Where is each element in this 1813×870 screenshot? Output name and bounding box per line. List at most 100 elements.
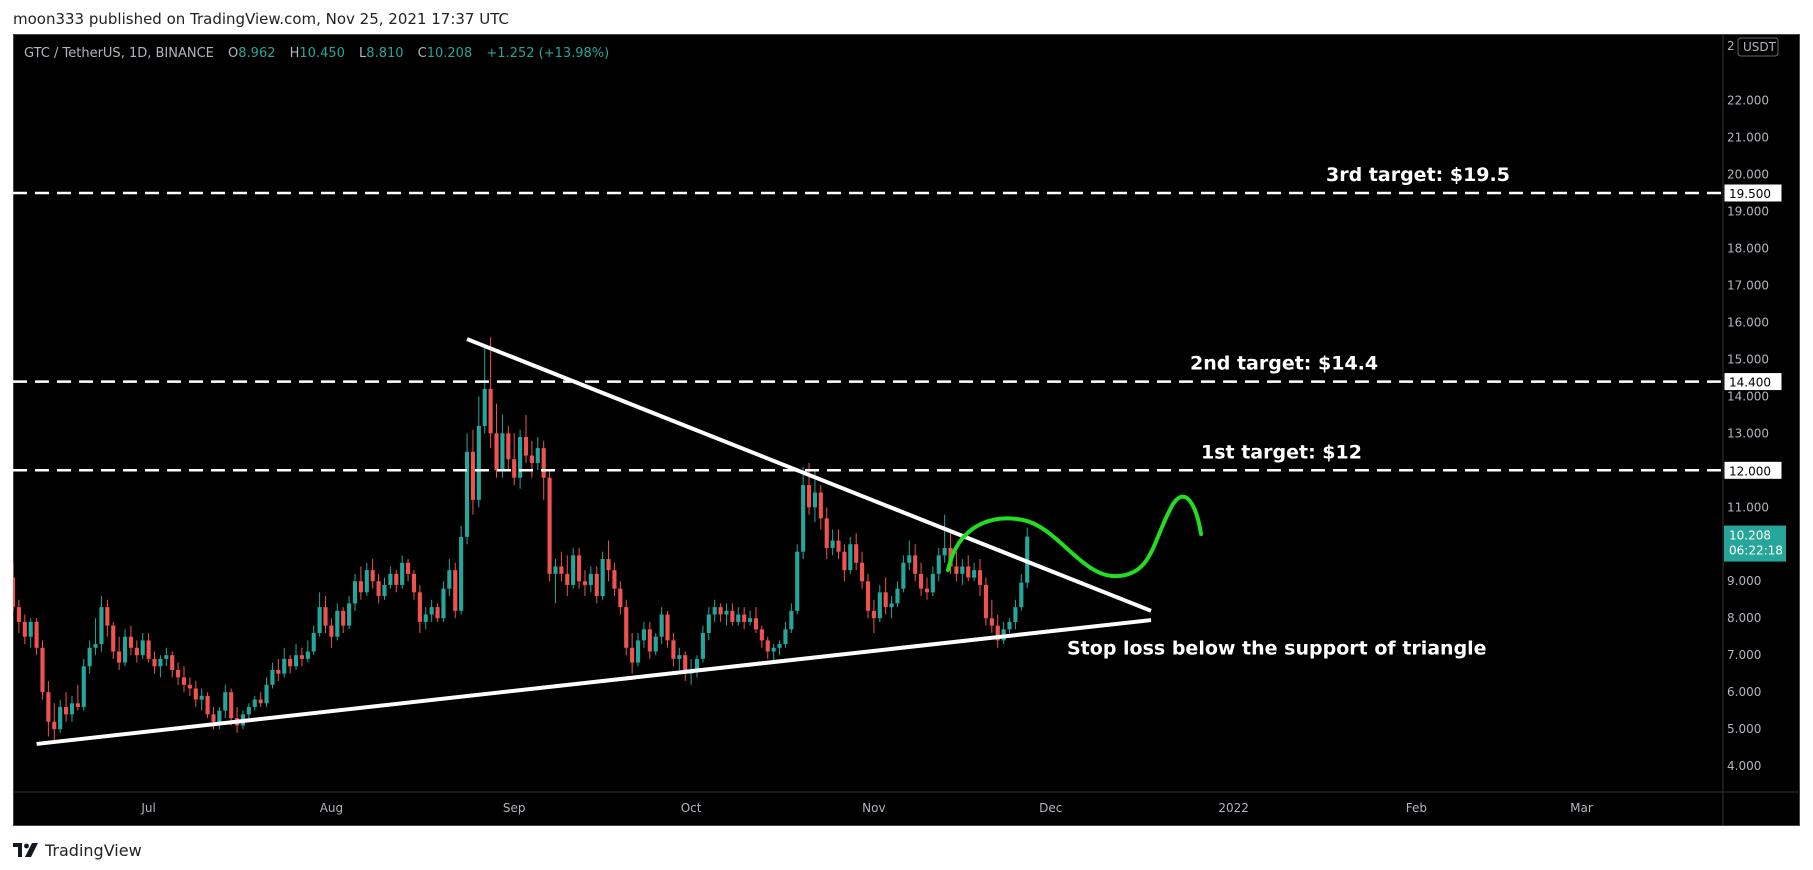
candle-body [170, 655, 175, 670]
price-chart[interactable]: 3rd target: $19.5 2nd target: $14.4 1st ta… [13, 34, 1800, 826]
candle-body [553, 566, 558, 574]
candle-body [40, 647, 45, 693]
candle-body [69, 703, 75, 715]
candle-body [52, 721, 57, 730]
candle-body [712, 607, 717, 615]
candle-body [942, 547, 947, 556]
candle-body [34, 621, 39, 648]
footer: TradingView [13, 838, 142, 862]
candle-body [860, 562, 865, 582]
candle-body [211, 714, 216, 722]
candle-body [394, 573, 399, 585]
current-price-badge [1724, 525, 1786, 562]
candle-body [913, 555, 918, 574]
price-tick-label: 8.000 [1727, 611, 1761, 625]
price-tick-label: 5.000 [1727, 722, 1761, 736]
candle-body [877, 592, 882, 619]
candle-body [146, 640, 151, 659]
time-tick-label: Aug [320, 801, 343, 815]
candle-body [577, 555, 582, 582]
candle-body [317, 607, 322, 634]
candle-body [382, 584, 387, 597]
candle-body [635, 640, 641, 663]
candle-body [28, 621, 33, 637]
price-tick-label: 18.000 [1727, 241, 1769, 255]
target-level-label: 1st target: $12 [1201, 441, 1362, 463]
candle-body [488, 388, 493, 434]
candle-body [140, 640, 145, 656]
candle-body [748, 618, 753, 622]
candle-body [812, 492, 817, 508]
tradingview-brand[interactable]: TradingView [45, 840, 142, 860]
time-tick-label: 2022 [1218, 801, 1249, 815]
candle-body [99, 607, 104, 645]
candle-body [818, 492, 823, 519]
price-tick-label: 14.000 [1727, 389, 1769, 403]
candle-body [229, 692, 234, 719]
candle-body [411, 573, 417, 593]
candle-body [512, 459, 517, 478]
candle-body [176, 669, 181, 678]
candle-body [158, 658, 163, 667]
candle-body [630, 647, 635, 663]
candle-body [87, 647, 92, 667]
candle-body [518, 437, 523, 478]
price-tick-label: 13.000 [1727, 426, 1769, 440]
candle-body [718, 607, 723, 615]
target-level-label: 3rd target: $19.5 [1326, 164, 1510, 186]
price-tick-label: 19.000 [1727, 204, 1769, 218]
candle-body [854, 544, 859, 563]
candle-body [883, 592, 888, 608]
candle-body [400, 562, 405, 585]
price-tick-label: 7.000 [1727, 648, 1761, 662]
level-price-badge [1723, 183, 1783, 203]
candle-body [406, 562, 411, 574]
currency-badge-label: USDT [1743, 40, 1777, 54]
price-tick-label: 2 [1727, 39, 1735, 53]
candle-body [694, 658, 700, 670]
tradingview-logo-icon[interactable] [13, 842, 39, 858]
projected-path [946, 494, 1203, 579]
candle-body [193, 688, 198, 700]
price-tick-label: 17.000 [1727, 278, 1769, 292]
candle-body [111, 625, 116, 652]
open-label: O [228, 46, 239, 61]
level-price-badge-label: 19.500 [1729, 187, 1771, 201]
candles-layer [13, 337, 1030, 741]
candle-body [983, 584, 988, 619]
time-axis[interactable]: Jul Aug Sep Oct Nov Dec 2022 Feb Mar [140, 801, 1592, 815]
candle-body [641, 629, 646, 641]
candle-body [335, 610, 340, 637]
candle-body [523, 437, 529, 456]
header-bar: moon333 published on TradingView.com, No… [0, 0, 1813, 34]
candle-body [152, 658, 157, 667]
candle-body [871, 610, 876, 619]
price-axis[interactable]: 2 22.000 21.000 20.000 19.000 18.000 17.000 16.… [1727, 37, 1779, 773]
candle-body [364, 570, 369, 593]
candle-body [565, 573, 570, 585]
candle-body [311, 633, 316, 652]
candle-body [989, 618, 994, 626]
candle-body [506, 433, 511, 460]
candle-body [447, 570, 452, 589]
candle-body [299, 655, 304, 659]
time-tick-label: Nov [862, 801, 885, 815]
candle-body [972, 570, 977, 578]
candle-body [865, 581, 871, 611]
candle-body [919, 573, 924, 589]
candle-body [441, 588, 446, 619]
candle-body [500, 433, 505, 471]
candle-body [105, 607, 110, 626]
candle-body [995, 625, 1000, 641]
close-label: C [417, 46, 427, 61]
candle-body [836, 540, 841, 552]
symbol-legend: GTC / TetherUS, 1D, BINANCE O8.962 H10.4… [24, 46, 609, 61]
publication-attribution: moon333 published on TradingView.com, No… [13, 10, 509, 28]
candle-body [470, 451, 475, 500]
candle-body [960, 566, 965, 574]
candle-body [700, 633, 705, 659]
candle-body [494, 433, 499, 471]
candle-body [341, 610, 346, 626]
candle-body [270, 669, 275, 685]
price-tick-label: 11.000 [1727, 500, 1769, 514]
